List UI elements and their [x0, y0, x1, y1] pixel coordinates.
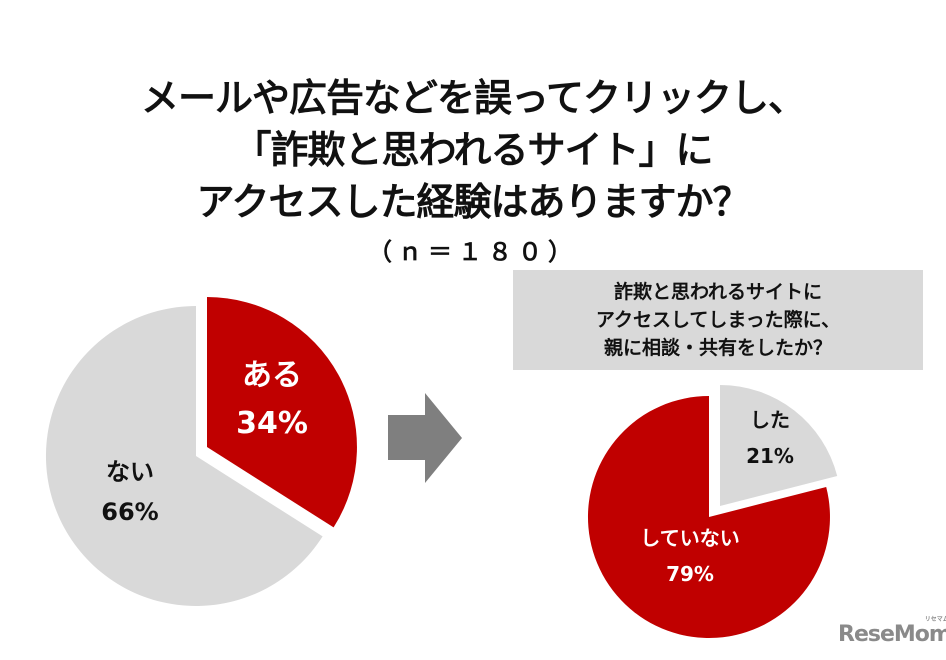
shiteinai-value: 79%	[666, 562, 714, 586]
aru-value: 34%	[236, 406, 308, 441]
right-pie-slice-shita	[720, 385, 838, 506]
nai-value: 66%	[101, 498, 159, 526]
left-pie	[45, 297, 357, 606]
sub-question-line-1: 詐欺と思われるサイトに	[613, 281, 823, 303]
chart-title-line-2: 「詐欺と思われるサイト」に	[233, 128, 713, 172]
sub-question-line-3: 親に相談・共有をしたか？	[603, 337, 832, 359]
logo-text: ReseMom	[838, 622, 946, 647]
sub-question-box: 詐欺と思われるサイトに アクセスしてしまった際に、 親に相談・共有をしたか？	[513, 270, 923, 370]
shita-value: 21%	[746, 444, 794, 468]
chart-title-line-1: メールや広告などを誤ってクリックし、	[140, 76, 806, 120]
chart-title-line-3: アクセスした経験はありますか？	[196, 180, 750, 224]
sample-size: （ｎ＝１８０）	[368, 238, 578, 266]
aru-label: ある	[242, 358, 302, 393]
shiteinai-label: していない	[640, 526, 740, 550]
left-pie-slice-nai	[45, 306, 323, 606]
left-slice-aru-label: ある 34%	[222, 352, 322, 448]
sub-question-line-2: アクセスしてしまった際に、	[595, 309, 841, 331]
logo-ruby: リセマム	[924, 616, 946, 623]
right-arrow-icon	[388, 393, 462, 483]
right-slice-shita-label: した 21%	[730, 402, 810, 474]
left-pie-slice-aru	[207, 297, 357, 528]
left-slice-nai-label: ない 66%	[80, 452, 180, 532]
right-slice-shiteinai-label: していない 79%	[620, 520, 760, 592]
nai-label: ない	[106, 458, 154, 486]
right-pie-slice-shiteinai	[587, 396, 830, 638]
shita-label: した	[750, 408, 790, 432]
right-pie	[587, 385, 838, 638]
resemom-logo: ReseMom リセマム	[838, 616, 946, 647]
